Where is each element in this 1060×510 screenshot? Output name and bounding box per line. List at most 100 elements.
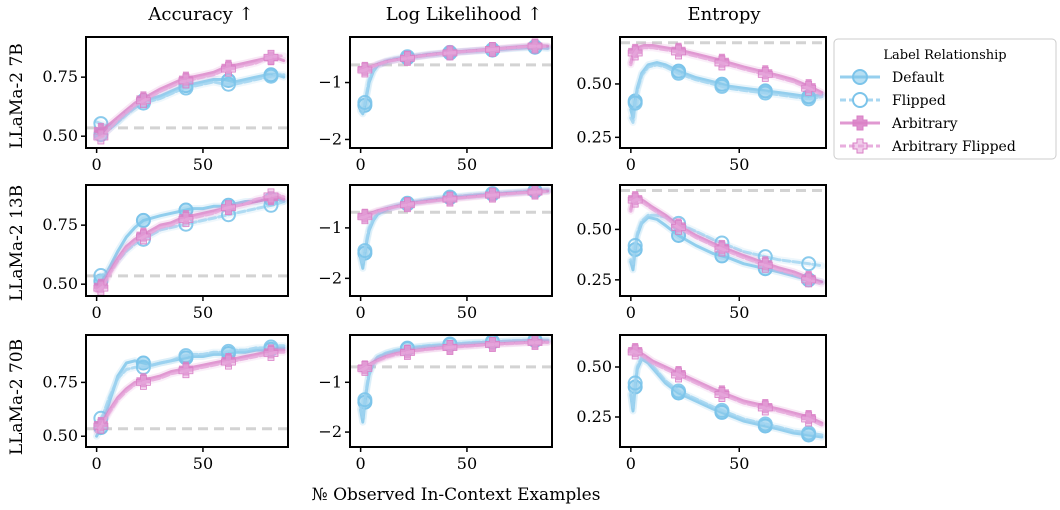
x-tick-label: 0: [626, 155, 636, 174]
y-tick-label: 0.50: [42, 274, 78, 293]
panel-frame: [349, 184, 553, 297]
marker-arbitrary-flipped: [757, 257, 773, 273]
x-tick-label: 0: [92, 303, 102, 322]
marker-default: [135, 212, 151, 228]
x-tick-label: 50: [729, 303, 749, 322]
y-tick-label: 0.50: [576, 219, 612, 238]
y-tick-label: −1: [318, 73, 342, 92]
series-line-flipped: [95, 73, 286, 129]
x-tick-label: 50: [457, 155, 477, 174]
y-tick-label: 0.25: [576, 270, 612, 289]
marker-flipped: [757, 85, 773, 101]
panel-frame: [619, 334, 827, 448]
marker-arbitrary-flipped: [757, 66, 773, 82]
marker-arbitrary-flipped: [527, 38, 543, 54]
panel-frame: [349, 334, 553, 448]
series-line-flipped: [629, 355, 824, 437]
legend-frame: [833, 38, 1057, 160]
y-tick-label: 0.50: [42, 426, 78, 445]
x-tick-label: 0: [356, 303, 366, 322]
marker-arbitrary-flipped: [357, 62, 373, 78]
marker-arbitrary-flipped: [714, 55, 730, 71]
marker-flipped: [220, 76, 236, 92]
marker-arbitrary-flipped: [801, 272, 817, 288]
legend-entry-arbitrary: Arbitrary: [840, 115, 958, 132]
marker-arbitrary-flipped: [221, 200, 236, 216]
marker-arbitrary-flipped: [671, 219, 686, 235]
panel-r2-entropy: 0.25 0.50 0 50: [576, 334, 827, 473]
marker-arbitrary-flipped: [357, 209, 373, 225]
marker-flipped: [714, 402, 730, 418]
y-tick-label: 0.25: [576, 407, 612, 426]
x-tick-label: 0: [92, 454, 102, 473]
y-tick-label: 0.75: [42, 372, 78, 391]
marker-arbitrary-flipped: [485, 187, 500, 203]
column-title-accuracy: Accuracy ↑: [147, 4, 253, 25]
marker-arbitrary-flipped: [801, 411, 817, 427]
marker-flipped: [357, 94, 373, 110]
x-tick-label: 50: [729, 155, 749, 174]
panels-grid: 0.50 0.75 0 50 −2 −1 0 50 0.25 0.50 0 50 0.50 0.75 0 50…: [42, 36, 827, 473]
marker-arbitrary-flipped: [263, 49, 279, 65]
legend-title: Label Relationship: [883, 48, 1006, 63]
x-tick-label: 50: [457, 303, 477, 322]
marker-arbitrary-flipped: [93, 418, 109, 434]
marker-flipped: [671, 65, 687, 81]
series-line-arbitrary-flipped: [359, 341, 550, 373]
plot-area: [86, 339, 288, 440]
plot-area: [620, 188, 826, 288]
series-line-flipped: [359, 338, 550, 419]
row-label-70b: LLaMa-2 70B: [7, 339, 27, 455]
plot-area: [86, 188, 288, 296]
marker-flipped: [357, 243, 373, 259]
marker-arbitrary-flipped: [136, 374, 151, 390]
y-tick-label: −2: [318, 268, 342, 287]
legend-label-arbitrary-flipped: Arbitrary Flipped: [891, 139, 1016, 155]
legend-label-arbitrary: Arbitrary: [891, 116, 958, 132]
marker-arbitrary-flipped: [263, 188, 279, 204]
legend-entry-arbitrary-flipped: Arbitrary Flipped: [840, 138, 1016, 155]
marker-arbitrary-flipped: [442, 340, 458, 355]
plot-area: [627, 343, 826, 443]
marker-arbitrary-flipped: [671, 367, 686, 383]
marker-arbitrary-flipped: [627, 45, 643, 61]
marker-flipped: [627, 95, 643, 111]
marker-arbitrary-flipped: [357, 360, 373, 376]
marker-arbitrary-flipped: [178, 363, 194, 379]
legend: Label Relationship Default Flipped Arbit…: [833, 38, 1057, 160]
legend-label-flipped: Flipped: [892, 93, 946, 109]
marker-arbitrary-flipped: [400, 345, 415, 360]
marker-arbitrary-flipped: [221, 61, 236, 77]
marker-flipped: [357, 392, 373, 408]
y-tick-label: 0.75: [42, 215, 78, 234]
x-axis-label: № Observed In-Context Examples: [312, 485, 601, 505]
panel-r0-accuracy: 0.50 0.75 0 50: [42, 36, 289, 174]
y-tick-label: 0.50: [576, 357, 612, 376]
marker-arbitrary-flipped: [801, 80, 817, 96]
marker-arbitrary-flipped: [178, 212, 194, 227]
panel-r0-entropy: 0.25 0.50 0 50: [576, 36, 827, 174]
marker-arbitrary-flipped: [442, 45, 458, 61]
y-tick-label: −2: [318, 129, 342, 148]
marker-flipped: [627, 238, 643, 254]
plot-area: [350, 38, 552, 118]
x-tick-label: 0: [356, 155, 366, 174]
marker-flipped: [714, 78, 730, 94]
marker-flipped: [757, 416, 773, 432]
x-tick-label: 50: [193, 303, 213, 322]
series-band-flipped: [627, 61, 826, 126]
marker-flipped: [263, 68, 279, 84]
y-tick-label: 0.50: [576, 74, 612, 93]
legend-entry-default: Default: [840, 69, 945, 86]
marker-flipped: [801, 256, 817, 272]
marker-arbitrary-flipped: [757, 400, 773, 416]
legend-marker-default: [852, 69, 868, 85]
series-line-flipped: [95, 344, 286, 427]
panel-frame: [349, 36, 553, 149]
marker-arbitrary-flipped: [136, 229, 151, 245]
y-tick-label: 0.50: [42, 126, 78, 145]
x-tick-label: 0: [92, 155, 102, 174]
y-tick-label: 0.75: [42, 67, 78, 86]
x-tick-label: 50: [457, 454, 477, 473]
marker-arbitrary-flipped: [627, 192, 643, 208]
